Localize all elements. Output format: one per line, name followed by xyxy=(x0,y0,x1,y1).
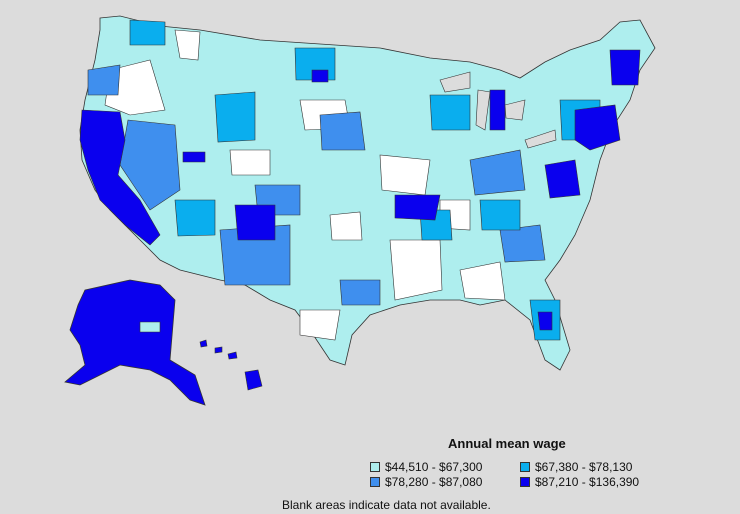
legend-swatch-4 xyxy=(520,477,530,487)
alaska xyxy=(64,279,206,406)
legend-swatch-2 xyxy=(520,462,530,472)
legend-item-2: $67,380 - $78,130 xyxy=(520,460,632,474)
legend-label-1: $44,510 - $67,300 xyxy=(385,460,483,474)
legend-item-1: $44,510 - $67,300 xyxy=(370,460,482,474)
footnote: Blank areas indicate data not available. xyxy=(282,498,491,512)
legend-item-4: $87,210 - $136,390 xyxy=(520,475,639,489)
legend-label-2: $67,380 - $78,130 xyxy=(535,460,633,474)
legend-swatch-1 xyxy=(370,462,380,472)
legend-item-3: $78,280 - $87,080 xyxy=(370,475,482,489)
wage-class-87210-136390 xyxy=(79,49,641,331)
legend-swatch-3 xyxy=(370,477,380,487)
legend-label-3: $78,280 - $87,080 xyxy=(385,475,483,489)
alaska-region xyxy=(139,321,161,333)
great-lakes xyxy=(439,71,557,149)
legend-label-4: $87,210 - $136,390 xyxy=(535,475,640,489)
hawaii xyxy=(199,339,263,391)
legend-title: Annual mean wage xyxy=(448,436,566,451)
